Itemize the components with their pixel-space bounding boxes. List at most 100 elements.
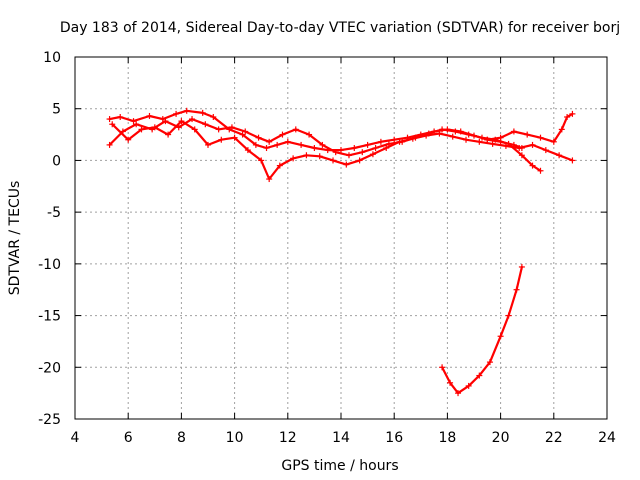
data-point (391, 136, 398, 143)
data-point (330, 157, 337, 164)
data-point (303, 152, 310, 159)
series-track-c (109, 118, 576, 183)
data-point (290, 155, 297, 162)
data-point (231, 134, 238, 141)
data-point (117, 113, 124, 120)
data-point (478, 134, 485, 141)
data-point (228, 124, 235, 131)
data-point (518, 263, 525, 270)
data-point (537, 134, 544, 141)
y-tick-label: 5 (52, 102, 61, 118)
x-tick-label: 6 (124, 430, 133, 446)
x-tick-label: 24 (598, 430, 616, 446)
data-point (439, 364, 446, 371)
data-point (258, 157, 265, 164)
data-point (372, 145, 379, 152)
data-point (252, 141, 259, 148)
data-point (409, 135, 416, 142)
series-track-e (439, 263, 525, 397)
data-point (218, 136, 225, 143)
data-point (510, 128, 517, 135)
data-point (215, 126, 222, 133)
y-axis-label: SDTVAR / TECUs (7, 181, 23, 296)
data-point (452, 128, 459, 135)
data-point (423, 132, 430, 139)
data-point (165, 131, 172, 138)
plot-frame (74, 56, 608, 420)
data-point (316, 153, 323, 160)
data-point (338, 147, 344, 154)
data-point (138, 126, 145, 133)
data-point (369, 151, 376, 158)
data-point (343, 161, 350, 168)
data-point (537, 167, 544, 174)
data-point (263, 145, 270, 152)
data-point (266, 138, 273, 145)
x-axis-label: GPS time / hours (281, 458, 398, 474)
y-tick-label: 10 (43, 50, 61, 66)
data-point (476, 372, 483, 379)
data-point (569, 157, 576, 164)
data-point (463, 136, 470, 143)
data-point (106, 116, 113, 123)
data-point (274, 141, 281, 148)
data-point (332, 149, 339, 156)
data-point (202, 121, 209, 128)
x-tick-label: 8 (177, 430, 186, 446)
data-point (146, 112, 153, 119)
data-point (364, 141, 371, 148)
data-point (130, 118, 137, 125)
chart-title: Day 183 of 2014, Sidereal Day-to-day VTE… (60, 20, 620, 36)
data-point (486, 359, 493, 366)
data-point (284, 138, 291, 145)
x-tick-label: 4 (71, 430, 80, 446)
y-tick-label: 0 (52, 153, 61, 169)
y-tick-label: -10 (38, 257, 61, 273)
data-point (356, 157, 363, 164)
data-point (306, 131, 313, 138)
x-axis-ticks: 4 6 8 10 12 14 16 18 20 22 24 (71, 57, 616, 446)
data-point (550, 138, 557, 145)
data-point (447, 379, 454, 386)
data-point (449, 133, 456, 140)
data-point (497, 134, 504, 141)
series-track-b (106, 116, 544, 174)
data-point (319, 141, 326, 148)
data-point (106, 141, 113, 148)
data-point (465, 382, 472, 389)
grid (75, 57, 607, 419)
x-tick-label: 12 (279, 430, 297, 446)
data-point (524, 131, 531, 138)
data-point (436, 130, 443, 137)
x-tick-label: 20 (492, 430, 510, 446)
data-point (255, 134, 262, 141)
data-point (455, 390, 462, 397)
x-tick-label: 10 (226, 430, 244, 446)
data-point (489, 140, 496, 147)
data-point (173, 110, 180, 117)
data-point (396, 138, 403, 145)
data-point (476, 138, 483, 145)
data-point (542, 147, 549, 154)
data-point (383, 145, 390, 152)
data-point (311, 145, 318, 152)
data-point (377, 138, 384, 145)
data-point (439, 126, 446, 133)
data-point (279, 131, 286, 138)
data-point (505, 312, 512, 319)
data-point (191, 126, 198, 133)
data-point (162, 118, 169, 125)
y-axis-ticks: -25 -20 -15 -10 -5 0 5 10 (38, 50, 607, 428)
x-tick-label: 22 (545, 430, 563, 446)
data-point (292, 126, 299, 133)
data-point (345, 152, 352, 159)
data-point (266, 176, 273, 183)
data-point (516, 145, 523, 152)
data-point (125, 136, 132, 143)
data-point (529, 162, 536, 169)
data-point (109, 121, 116, 128)
series-line (441, 265, 524, 395)
data-point (564, 113, 571, 120)
data-point (351, 145, 358, 152)
